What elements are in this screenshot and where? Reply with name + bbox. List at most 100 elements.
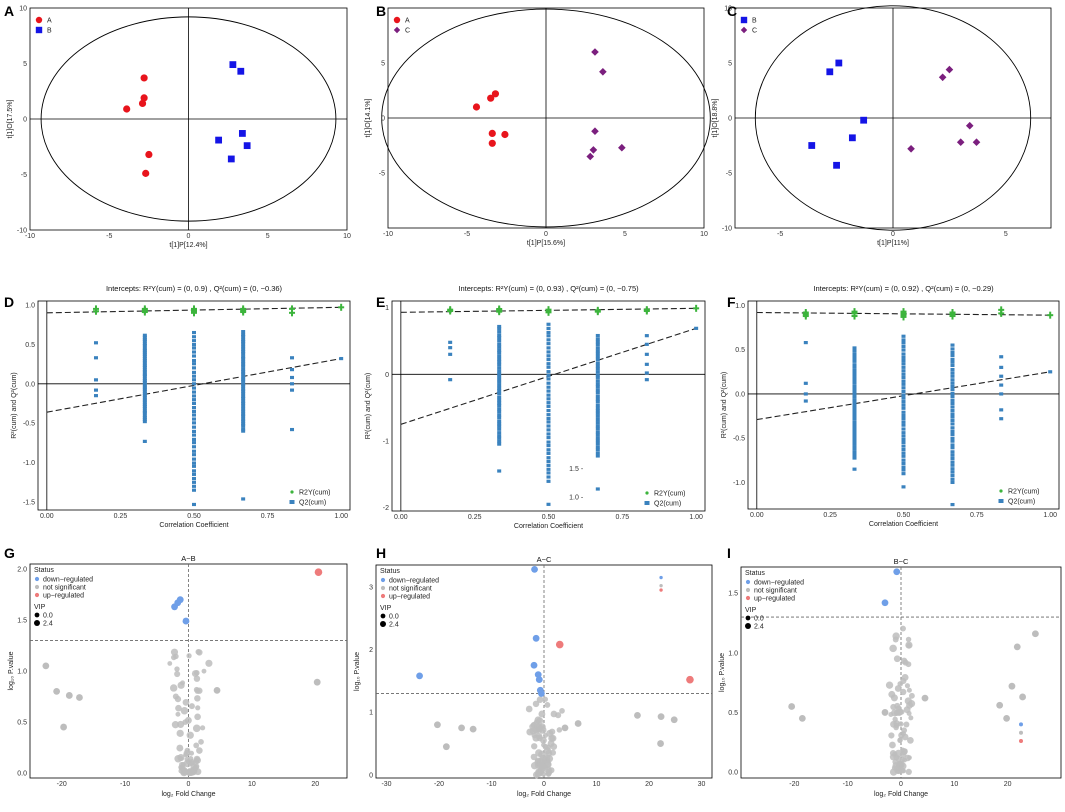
q2-point: [142, 335, 147, 339]
q2-point: [852, 381, 857, 385]
q2-point: [999, 417, 1004, 421]
q2-point: [241, 349, 246, 354]
ns-point: [175, 711, 181, 717]
q2-point: [546, 370, 551, 374]
q2-point: [901, 403, 906, 407]
ns-point: [546, 729, 554, 737]
score-point-a: [491, 90, 500, 98]
q2-point: [546, 502, 551, 506]
q2-point: [142, 383, 147, 387]
q2-point: [595, 436, 600, 440]
q2-point: [290, 388, 295, 392]
q2-point: [241, 401, 246, 406]
ns-point: [194, 688, 201, 694]
x-tick-label: 0.50: [897, 512, 911, 519]
y-axis-label: log₁₀ P.value: [719, 653, 726, 692]
q2-point: [950, 408, 955, 413]
q2-point: [999, 392, 1004, 396]
ns-point: [902, 757, 908, 763]
q2-point: [852, 349, 857, 353]
x-tick-label: 1.00: [1043, 512, 1057, 519]
q2-point: [852, 428, 857, 432]
q2-point: [142, 344, 147, 348]
q2-point: [192, 350, 196, 354]
q2-point: [546, 322, 551, 326]
q2-point: [644, 352, 649, 356]
ns-point: [899, 762, 907, 770]
q2-point: [546, 404, 551, 408]
q2-point: [546, 350, 551, 354]
legend-label: A: [47, 18, 52, 25]
q2-point: [595, 373, 600, 377]
ns-point: [200, 725, 206, 731]
q2-point: [901, 454, 906, 458]
q2-point: [192, 401, 196, 406]
ns-point: [888, 732, 895, 739]
q2-point: [546, 373, 551, 377]
q2-point: [901, 386, 906, 390]
q2-point: [290, 356, 295, 360]
q2-point: [241, 364, 246, 368]
q2-point: [644, 378, 649, 382]
q2-point: [142, 409, 147, 413]
comparison-title: B−C: [894, 557, 909, 566]
score-point-a: [138, 99, 147, 108]
q2-point: [950, 384, 955, 389]
q2-point: [852, 373, 857, 377]
q2-point: [192, 330, 196, 335]
legend-vip-marker: [34, 612, 40, 618]
r2-point: [900, 310, 907, 313]
q2-point: [192, 449, 196, 453]
x-tick-label: 10: [700, 231, 708, 238]
q2-point: [241, 427, 246, 431]
ns-point: [906, 710, 912, 716]
q2-point: [852, 447, 857, 451]
ns-point: [894, 702, 901, 709]
q2-point: [950, 470, 955, 474]
up-regulated-point: [555, 640, 564, 649]
x-tick-label: 20: [645, 781, 653, 788]
ns-point: [908, 715, 914, 721]
q2-point: [595, 349, 600, 353]
y-tick-label: 1.0: [17, 669, 27, 676]
ns-point: [53, 687, 61, 695]
q2-point: [142, 400, 147, 404]
panel-label: I: [727, 545, 731, 561]
ns-point: [561, 724, 569, 732]
x-tick-label: -10: [486, 781, 496, 788]
ns-point: [176, 729, 184, 737]
legend-status-title: Status: [380, 568, 400, 575]
q2-point: [546, 459, 551, 464]
q2-point: [241, 384, 246, 388]
x-tick-label: -10: [843, 781, 853, 788]
q2-point: [852, 363, 857, 367]
ns-point: [186, 653, 192, 659]
y-axis-label: t[1]O[14.1%]: [365, 98, 372, 137]
r2-point: [191, 307, 197, 310]
ns-point: [434, 721, 441, 729]
y-tick-label: 0.5: [728, 710, 738, 717]
ns-point: [172, 693, 179, 700]
q2-point: [497, 330, 502, 334]
x-tick-label: 0: [187, 233, 191, 240]
y-tick-label: -10: [17, 228, 27, 235]
q2-point: [192, 433, 196, 437]
legend-label-r2: R2Y(cum): [299, 490, 331, 497]
ns-point: [634, 711, 641, 719]
q2-point: [192, 437, 196, 441]
q2-point: [241, 497, 246, 501]
q2-point: [901, 372, 906, 376]
q2-point: [595, 417, 600, 422]
q2-point: [595, 337, 600, 341]
q2-point: [142, 368, 147, 372]
q2-point: [241, 355, 246, 359]
q2-point: [950, 391, 955, 396]
x-axis-label: log₂ Fold Change: [161, 791, 215, 798]
ns-point: [469, 725, 477, 733]
ns-point: [889, 753, 897, 761]
ns-point: [889, 644, 897, 653]
q2-point: [1048, 370, 1053, 374]
q2-point: [644, 334, 649, 338]
ns-point: [186, 731, 194, 739]
y-tick-label: -1.0: [733, 480, 745, 487]
